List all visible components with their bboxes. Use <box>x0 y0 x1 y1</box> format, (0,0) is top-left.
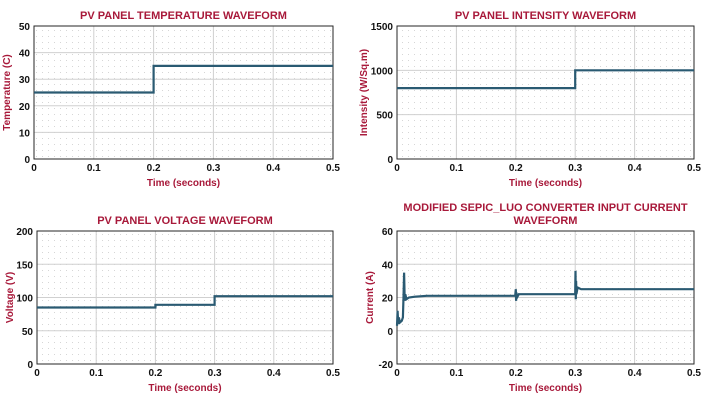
y-tick-label: 40 <box>19 49 31 60</box>
y-tick-label: 500 <box>376 111 393 122</box>
x-tick-label: 0.1 <box>449 163 463 174</box>
y-tick-label: 200 <box>16 227 33 238</box>
chart-title: WAVEFORM <box>514 215 578 227</box>
x-tick-label: 0.2 <box>509 163 523 174</box>
y-tick-label: 10 <box>19 128 31 139</box>
y-tick-label: 40 <box>382 260 394 271</box>
x-tick-label: 0 <box>394 368 400 379</box>
x-tick-label: 0 <box>31 163 37 174</box>
y-axis-label: Intensity (W/Sq.m) <box>359 49 370 136</box>
x-tick-label: 0 <box>34 368 40 379</box>
y-tick-label: 0 <box>27 360 33 371</box>
series-line-input-current <box>395 270 694 326</box>
x-tick-label: 0.3 <box>208 368 222 379</box>
y-tick-label: -20 <box>379 360 394 371</box>
x-tick-label: 0.5 <box>687 368 701 379</box>
x-tick-label: 0.1 <box>89 368 103 379</box>
y-tick-label: 1500 <box>371 22 394 33</box>
x-tick-label: 0.4 <box>267 368 281 379</box>
axes-box <box>36 230 334 365</box>
chart-title: PV PANEL VOLTAGE WAVEFORM <box>97 215 273 227</box>
x-tick-label: 0.3 <box>568 163 582 174</box>
y-axis-label: Voltage (V) <box>5 272 16 323</box>
axes-box <box>396 230 695 365</box>
y-tick-label: 0 <box>387 327 393 338</box>
x-tick-label: 0.3 <box>206 163 220 174</box>
x-tick-label: 0.5 <box>687 163 701 174</box>
x-tick-label: 0.1 <box>449 368 463 379</box>
x-tick-label: 0.3 <box>568 368 582 379</box>
x-tick-label: 0 <box>394 163 400 174</box>
y-tick-label: 50 <box>22 327 34 338</box>
y-tick-label: 100 <box>16 294 33 305</box>
x-axis-label: Time (seconds) <box>509 383 582 394</box>
series-line-temperature <box>34 64 333 94</box>
x-axis-label: Time (seconds) <box>509 178 582 189</box>
x-tick-label: 0.1 <box>87 163 101 174</box>
y-tick-label: 1000 <box>371 66 394 77</box>
y-tick-label: 0 <box>387 155 393 166</box>
chart-title: MODIFIED SEPIC_LUO CONVERTER INPUT CURRE… <box>403 202 687 214</box>
subplot-1: 0 0.1 0.2 0.3 0.4 0.5 0 10 20 30 40 50 PV PANEL TEMP… <box>2 10 340 189</box>
y-tick-label: 30 <box>19 75 31 86</box>
subplot-3: 0 0.1 0.2 0.3 0.4 0.5 0 50 100 150 200 PV PANEL VOL… <box>5 215 340 394</box>
y-axis-label: Current (A) <box>365 271 376 324</box>
chart-title: PV PANEL INTENSITY WAVEFORM <box>455 10 636 22</box>
y-axis-label: Temperature (C) <box>2 54 13 131</box>
x-tick-label: 0.2 <box>147 163 161 174</box>
x-tick-label: 0.2 <box>509 368 523 379</box>
y-tick-label: 60 <box>382 227 394 238</box>
x-tick-label: 0.2 <box>148 368 162 379</box>
chart-title: PV PANEL TEMPERATURE WAVEFORM <box>80 10 287 22</box>
x-axis-label: Time (seconds) <box>147 178 220 189</box>
x-tick-label: 0.5 <box>326 163 340 174</box>
y-tick-label: 50 <box>19 22 31 33</box>
y-tick-label: 150 <box>16 260 33 271</box>
series-line-voltage <box>37 295 333 309</box>
x-axis-label: Time (seconds) <box>148 383 221 394</box>
x-tick-label: 0.5 <box>326 368 340 379</box>
x-tick-label: 0.4 <box>628 368 642 379</box>
axes-box <box>396 25 695 160</box>
minor-grid <box>397 26 694 159</box>
y-tick-label: 20 <box>382 294 394 305</box>
series-line-intensity <box>397 69 694 90</box>
subplot-2: 0 0.1 0.2 0.3 0.4 0.5 0 500 1000 1500 PV PANEL INT… <box>359 10 701 189</box>
y-tick-label: 20 <box>19 102 31 113</box>
y-tick-label: 0 <box>24 155 30 166</box>
x-tick-label: 0.4 <box>266 163 280 174</box>
x-tick-label: 0.4 <box>628 163 642 174</box>
